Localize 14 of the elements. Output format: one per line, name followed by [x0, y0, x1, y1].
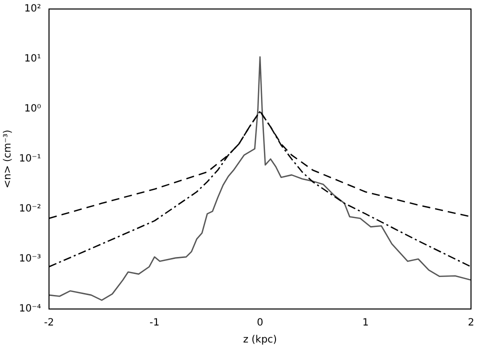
- y-tick-label: 10⁻⁴: [18, 304, 42, 315]
- x-tick-label: 0: [256, 318, 264, 329]
- y-tick-label: 10⁻³: [18, 254, 42, 265]
- y-tick-label: 10⁰: [24, 104, 42, 115]
- y-axis-title: <n> (cm⁻³): [2, 130, 14, 188]
- y-tick-label: 10²: [24, 4, 42, 15]
- x-tick-label: -1: [150, 318, 160, 329]
- x-tick-label: -2: [44, 318, 54, 329]
- y-tick-label: 10⁻¹: [18, 154, 42, 165]
- y-tick-label: 10⁻²: [18, 204, 42, 215]
- x-axis-title: z (kpc): [243, 334, 278, 346]
- y-tick-label: 10¹: [24, 54, 42, 65]
- x-tick-label: 1: [362, 318, 369, 329]
- x-tick-label: 2: [468, 318, 474, 329]
